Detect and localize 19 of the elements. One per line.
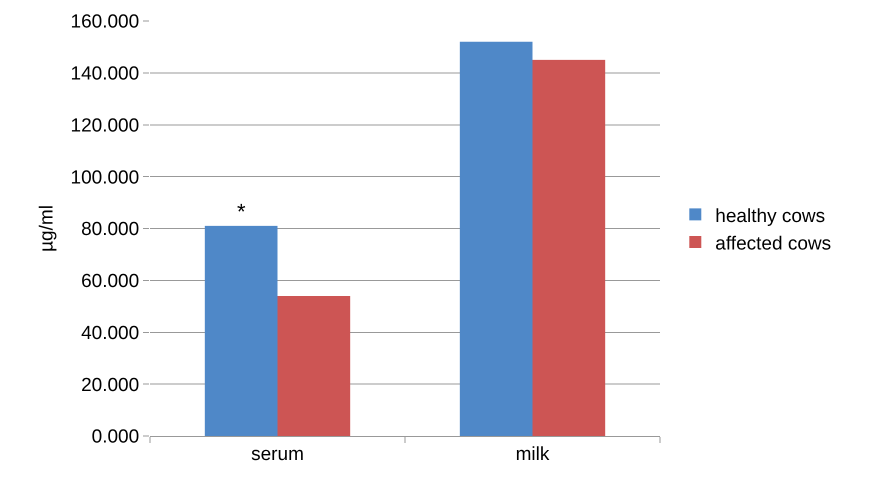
y-tick-label: 140.000 [70, 64, 140, 85]
bar [278, 296, 350, 436]
annotation: * [237, 199, 246, 224]
y-axis-title: µg/ml [36, 205, 58, 252]
x-tick-label: milk [516, 444, 550, 465]
bar [204, 226, 278, 436]
bar [460, 42, 532, 436]
y-tick-label: 120.000 [70, 115, 140, 136]
legend-label: affected cows [715, 233, 832, 254]
y-tick-label: 100.000 [70, 167, 140, 188]
y-tick-label: 60.000 [81, 271, 140, 292]
legend-label: healthy cows [715, 206, 826, 227]
y-tick-label: 80.000 [81, 219, 140, 240]
y-tick-label: 160.000 [70, 12, 140, 33]
x-tick-label: serum [251, 444, 304, 465]
y-tick-label: 40.000 [81, 322, 140, 344]
bar [532, 60, 606, 436]
y-tick-label: 0.000 [92, 426, 140, 448]
y-tick-label: 20.000 [81, 374, 140, 396]
